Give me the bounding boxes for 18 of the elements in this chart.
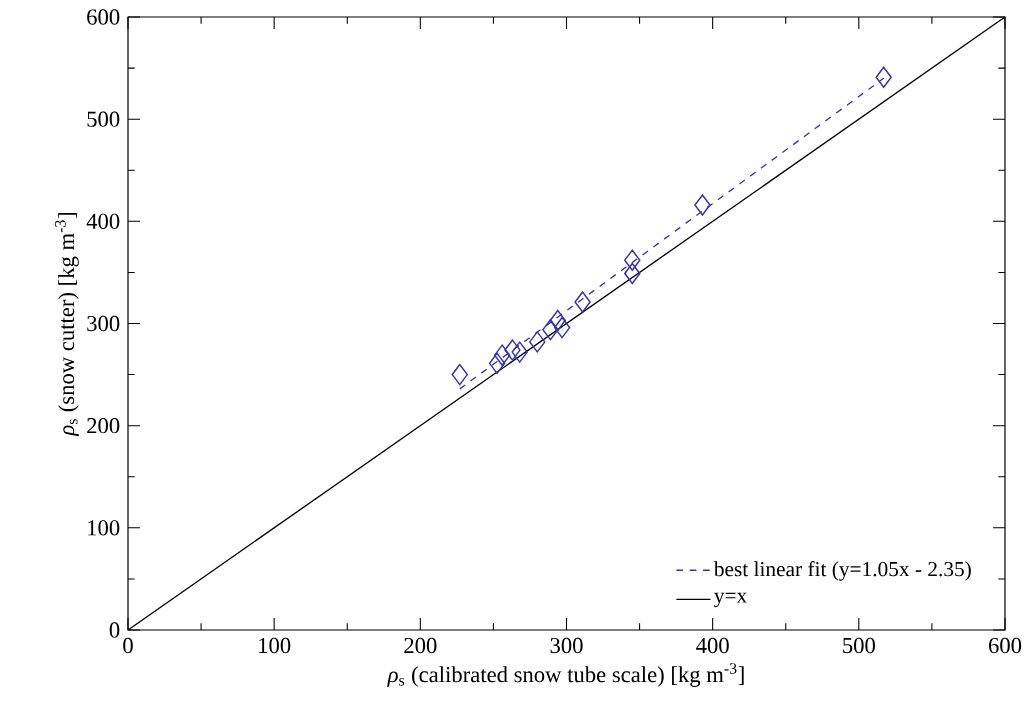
y-tick-label: 600 [87, 9, 120, 25]
legend-label: y=x [714, 592, 747, 608]
y-tick-label: 100 [88, 520, 120, 536]
x-tick-label: 100 [259, 637, 291, 654]
y-tick-label: 500 [87, 111, 120, 127]
x-axis-title: ρ$_{s}$ (calibrated snow tube scale) [kg m$^{-3}$] [387, 663, 744, 687]
x-tick-label: 400 [696, 637, 729, 654]
x-tick-label: 200 [404, 637, 437, 654]
y-tick-label: 400 [86, 213, 120, 229]
x-tick-label: 0 [123, 637, 133, 654]
x-tick-label: 500 [843, 637, 875, 654]
x-tick-label: 600 [988, 637, 1022, 654]
x-tick-label: 300 [550, 637, 583, 654]
y-tick-label: 200 [87, 418, 120, 434]
y-tick-label: 0 [109, 622, 120, 638]
y-axis-title: ρ$_{s}$ (snow cutter) [kg m$^{-3}$] [55, 213, 79, 437]
y-tick-label: 300 [87, 315, 120, 332]
legend-label: best linear fit (y=1.05x - 2.35) [713, 561, 971, 581]
